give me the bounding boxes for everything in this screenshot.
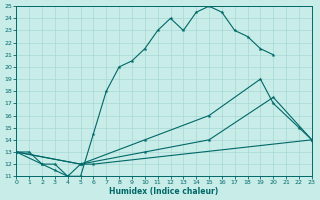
X-axis label: Humidex (Indice chaleur): Humidex (Indice chaleur)	[109, 187, 219, 196]
